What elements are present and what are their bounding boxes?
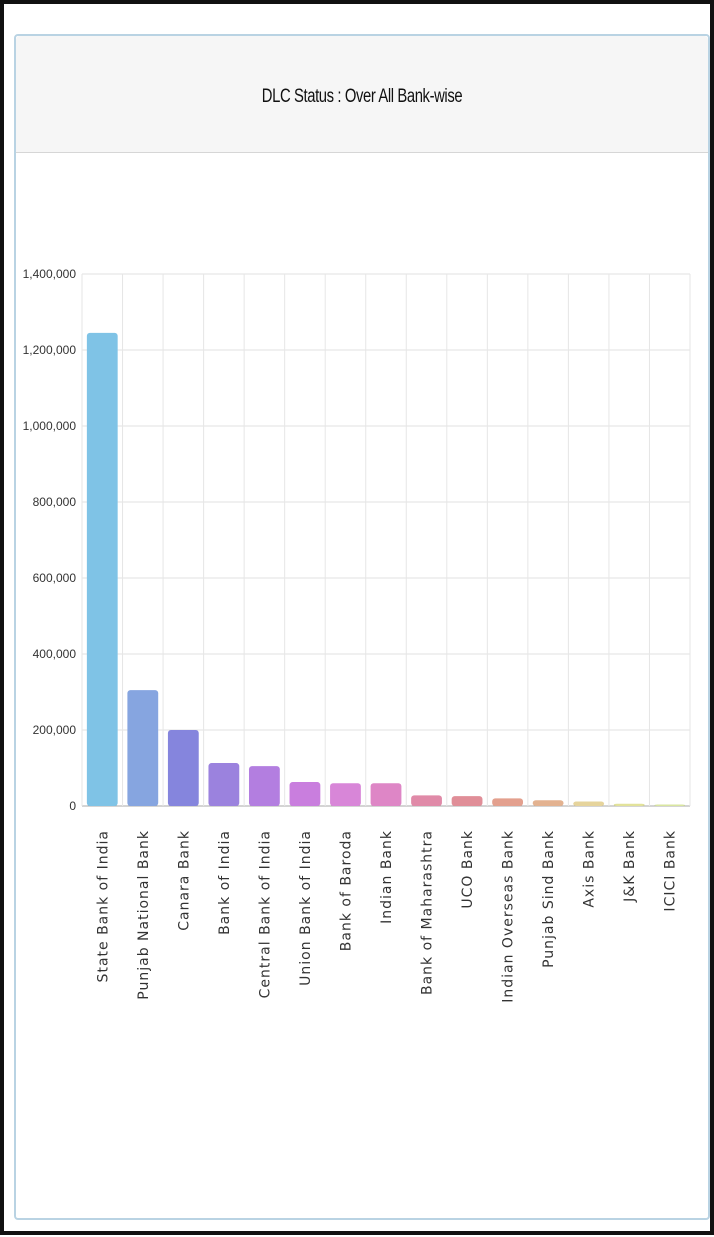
- bar: [208, 763, 240, 806]
- x-tick-label: Bank of India: [217, 830, 233, 935]
- x-tick-label: Indian Overseas Bank: [501, 830, 517, 1003]
- y-tick-label: 400,000: [33, 647, 77, 661]
- bar: [86, 332, 118, 806]
- y-tick-label: 1,200,000: [23, 343, 77, 357]
- x-tick-label: Punjab National Bank: [136, 830, 152, 1000]
- bar: [654, 804, 686, 806]
- x-tick-label: Punjab Sind Bank: [541, 830, 557, 968]
- bar: [451, 796, 483, 806]
- bar: [330, 783, 361, 806]
- x-tick-label: ICICI Bank: [663, 830, 679, 912]
- bar: [248, 766, 280, 806]
- x-tick-label: Bank of Baroda: [338, 830, 354, 951]
- y-tick-label: 1,400,000: [23, 267, 77, 281]
- y-tick-label: 200,000: [33, 723, 77, 737]
- bar: [167, 730, 199, 806]
- x-tick-label: Bank of Maharashtra: [420, 830, 436, 995]
- y-tick-label: 800,000: [33, 495, 77, 509]
- panel-header: DLC Status : Over All Bank-wise: [16, 36, 708, 153]
- chart-title: DLC Status : Over All Bank-wise: [261, 86, 463, 107]
- x-tick-label: J&K Bank: [622, 830, 638, 903]
- x-tick-label: State Bank of India: [95, 830, 111, 982]
- bar: [573, 801, 605, 806]
- bar: [613, 803, 645, 806]
- bar: [532, 800, 564, 806]
- bar: [127, 690, 159, 806]
- y-tick-label: 0: [69, 799, 76, 813]
- x-tick-label: Central Bank of India: [257, 830, 273, 998]
- x-tick-label: Canara Bank: [176, 830, 192, 931]
- x-tick-label: UCO Bank: [460, 830, 476, 909]
- bar: [370, 783, 402, 806]
- x-tick-label: Union Bank of India: [298, 830, 314, 986]
- y-tick-label: 600,000: [33, 571, 77, 585]
- chart-panel: DLC Status : Over All Bank-wise: [14, 34, 710, 1220]
- x-tick-label: Indian Bank: [379, 830, 395, 924]
- y-tick-label: 1,000,000: [23, 419, 77, 433]
- bar: [492, 798, 524, 806]
- bar: [289, 782, 321, 806]
- x-tick-label: Axis Bank: [582, 830, 598, 908]
- bar: [411, 795, 442, 806]
